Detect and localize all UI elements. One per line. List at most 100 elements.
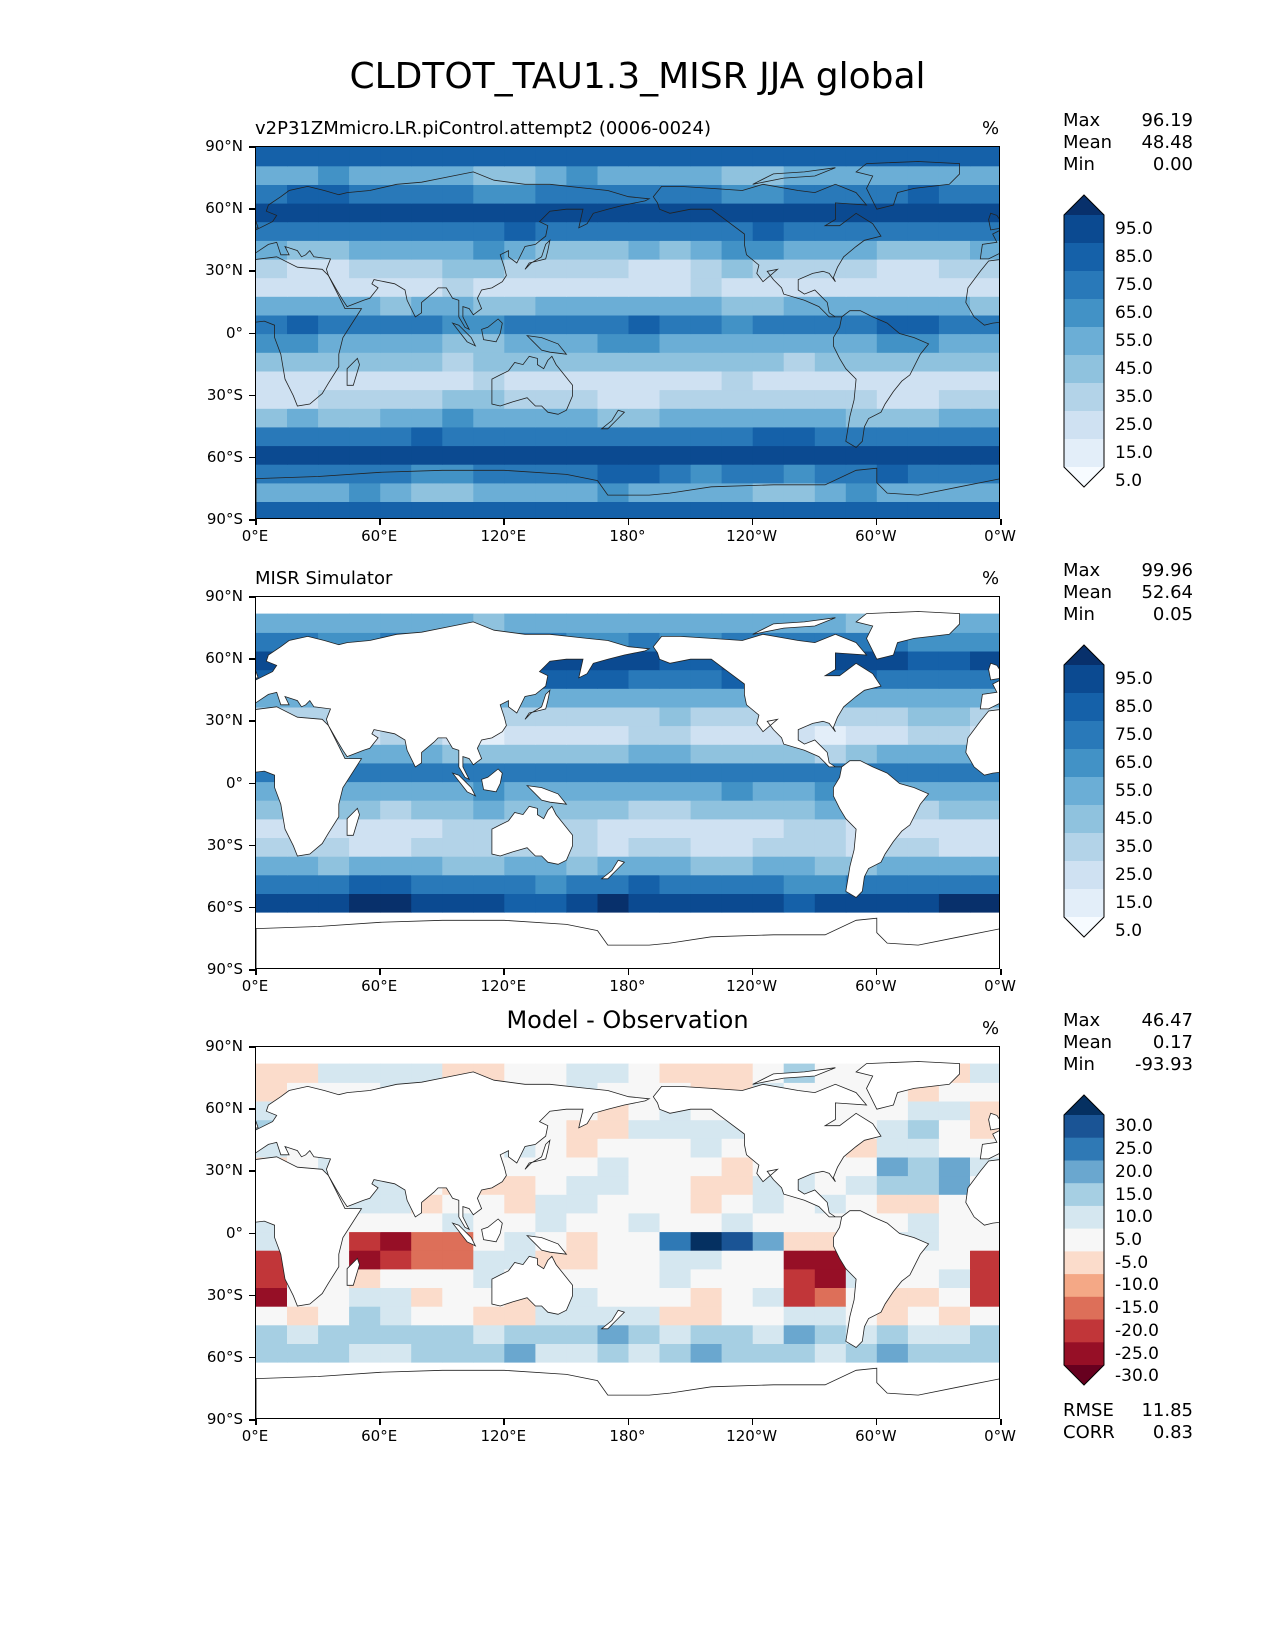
field-cell: [752, 837, 785, 857]
field-cell: [380, 800, 412, 820]
colorbar-tick-label: 65.0: [1115, 303, 1153, 323]
field-cell: [628, 296, 661, 316]
land-uk: [988, 212, 999, 231]
field-cell: [442, 314, 474, 335]
field-cell: [597, 725, 630, 745]
lat-tick-label: 30°S: [206, 835, 243, 854]
stats-block: Max 99.96 Mean 52.64 Min 0.05: [1063, 560, 1193, 626]
field-cell: [721, 744, 754, 764]
field-cell: [349, 221, 381, 241]
colorbar-tick-label: 25.0: [1115, 1139, 1153, 1159]
colorbar-tick-label: 35.0: [1115, 387, 1153, 407]
field-cell: [256, 296, 288, 316]
field-cell: [256, 1306, 288, 1326]
field-cell: [380, 445, 412, 465]
field-cell: [473, 352, 505, 372]
field-cell: [690, 501, 723, 518]
field-cell: [318, 1343, 350, 1363]
stat-value: 99.96: [1141, 560, 1193, 581]
field-cell: [659, 258, 692, 279]
field-cell: [287, 202, 319, 223]
field-cell: [380, 277, 412, 297]
colorbar-segment: [1064, 1205, 1104, 1230]
field-cell: [907, 669, 940, 689]
field-cell: [597, 1119, 630, 1139]
field-cell: [628, 333, 661, 353]
field-cell: [721, 874, 754, 894]
field-cell: [970, 482, 999, 502]
panel-difference: Model - Observation% 90°N 60°N 30°N 0° 30°S 60…: [0, 1006, 1275, 1480]
field-cell: [814, 482, 847, 502]
field-cell: [287, 1063, 319, 1083]
colorbar-tick-label: 5.0: [1115, 1230, 1143, 1250]
field-cell: [504, 184, 536, 204]
lon-tick-label: 60°E: [361, 1427, 398, 1445]
field-cell: [814, 1268, 847, 1288]
field-cell: [349, 445, 381, 465]
field-cell: [504, 408, 536, 428]
field-cell: [690, 856, 723, 876]
colorbar-tick-label: 25.0: [1115, 865, 1153, 885]
field-cell: [442, 258, 474, 279]
field-cell: [318, 613, 350, 633]
panel-title: v2P31ZMmicro.LR.piControl.attempt2 (0006…: [255, 118, 711, 139]
field-cell: [597, 1138, 630, 1158]
lon-tick-label: 120°W: [726, 977, 778, 995]
field-cell: [752, 333, 785, 353]
field-cell: [380, 1324, 412, 1344]
field-cell: [442, 202, 474, 223]
stats-block: Max 46.47 Mean 0.17 Min -93.93: [1063, 1010, 1193, 1076]
field-cell: [628, 706, 661, 727]
rmse-row: RMSE 11.85: [1063, 1400, 1193, 1422]
land-australia: [491, 805, 573, 865]
field-cell: [659, 333, 692, 353]
field-cell: [566, 818, 598, 838]
field-cell: [380, 874, 412, 894]
field-cell: [628, 1306, 661, 1326]
field-cell: [752, 856, 785, 876]
lat-tick-label: 30°S: [206, 385, 243, 404]
field-cell: [535, 258, 567, 279]
lon-tick: [1000, 519, 1002, 525]
field-cell: [659, 277, 692, 297]
field-cell: [566, 464, 598, 484]
field-cell: [752, 1343, 785, 1363]
field-cell: [628, 1138, 661, 1158]
field-cell: [752, 744, 785, 764]
field-cell: [535, 1156, 567, 1177]
field-cell: [970, 856, 999, 876]
field-cell: [628, 426, 661, 447]
land-australia: [491, 355, 573, 415]
field-cell: [349, 333, 381, 353]
field-cell: [411, 837, 443, 857]
field-cell: [690, 1119, 723, 1139]
field-cell: [783, 1343, 816, 1363]
field-cell: [504, 744, 536, 764]
units-label: %: [982, 1018, 1000, 1039]
field-cell: [411, 408, 443, 428]
field-cell: [845, 426, 878, 447]
field-cell: [690, 184, 723, 204]
field-cell: [473, 856, 505, 876]
field-cell: [721, 706, 754, 727]
field-cell: [721, 389, 754, 409]
land-uk: [256, 220, 259, 229]
field-cell: [349, 501, 381, 518]
field-cell: [535, 221, 567, 241]
land-madagascar: [346, 1257, 360, 1286]
lon-tick: [503, 519, 505, 525]
land-newguinea: [525, 785, 568, 805]
field-cell: [938, 165, 971, 185]
field-cell: [814, 296, 847, 316]
field-cell: [970, 1250, 999, 1270]
field-cell: [690, 818, 723, 838]
lon-tick-label: 120°W: [726, 527, 778, 545]
field-cell: [783, 1212, 816, 1233]
field-cell: [752, 240, 785, 260]
colorbar-segment: [1064, 355, 1104, 384]
land-antarctica: [256, 467, 999, 518]
field-cell: [287, 445, 319, 465]
colorbar-segment: [1064, 271, 1104, 300]
field-cell: [473, 370, 505, 391]
land-mask: [256, 1061, 999, 1418]
